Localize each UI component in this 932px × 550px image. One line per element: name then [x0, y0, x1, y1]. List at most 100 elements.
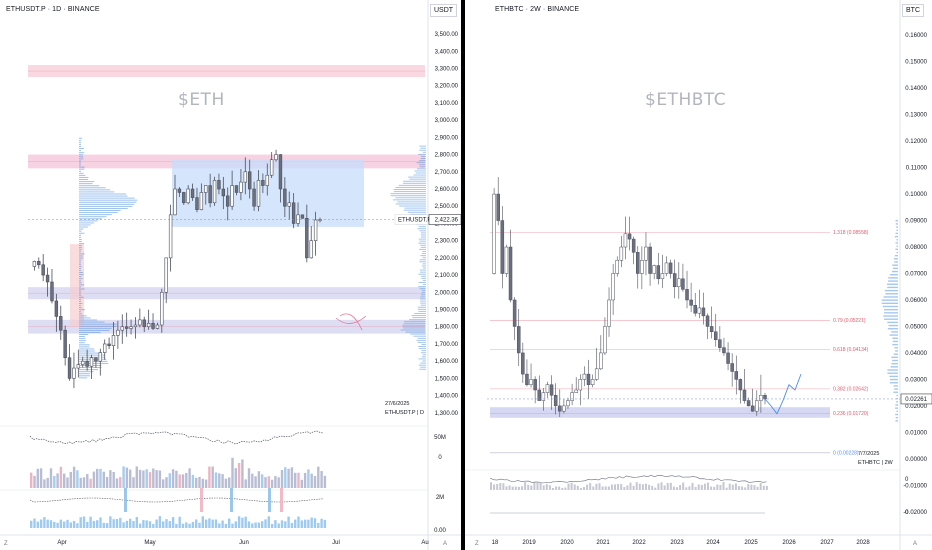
indicator-bar — [211, 519, 214, 528]
auto-scale-button[interactable]: A — [443, 541, 448, 547]
volume-bar — [181, 474, 185, 488]
volume-profile-bar — [79, 174, 86, 176]
volume-bar — [241, 459, 244, 488]
candle-body — [164, 257, 168, 293]
candle-body — [738, 379, 743, 391]
volume-profile-bar — [420, 366, 426, 368]
candle-body — [508, 246, 513, 301]
indicator-bar — [145, 520, 148, 528]
price-tick-label: 2,200.00 — [435, 256, 459, 262]
candle-body — [718, 339, 722, 348]
indicator-bar — [109, 516, 112, 528]
volume-bar — [155, 470, 158, 488]
pane-scale-label: 50M — [434, 435, 446, 441]
timezone-button[interactable]: Z — [475, 541, 479, 547]
volume-profile-bar — [419, 300, 426, 302]
volume-bar — [645, 483, 647, 490]
demand-zone — [490, 407, 830, 418]
indicator-bar — [185, 522, 188, 528]
volume-bar — [654, 487, 657, 490]
timezone-button[interactable]: Z — [4, 541, 8, 547]
volume-profile-bar — [407, 211, 426, 213]
volume-bar — [66, 477, 69, 488]
volume-profile-bar — [79, 261, 81, 263]
volume-profile-bar — [891, 362, 898, 365]
volume-bar — [660, 482, 663, 490]
candle-body — [500, 220, 505, 274]
volume-bar — [59, 466, 63, 488]
volume-bar — [218, 473, 221, 488]
volume-profile-bar — [79, 199, 138, 201]
volume-profile-bar — [390, 195, 426, 197]
volume-profile-bar — [419, 271, 426, 273]
fib-level-label: 0.618 (0.04134) — [833, 347, 869, 353]
volume-profile-bar — [79, 160, 81, 162]
indicator-bar — [247, 521, 251, 528]
volume-profile-bar — [883, 315, 898, 317]
volume-bar — [669, 482, 672, 490]
candle-body — [221, 188, 226, 197]
volume-bar — [620, 484, 623, 490]
candle-body — [102, 343, 107, 353]
volume-profile-bar — [79, 191, 115, 193]
eth-btc-chart-panel[interactable]: 1.318 (0.08558) 0.79 (0.05221) 0.618 (0.04… — [465, 0, 932, 550]
price-tick-label: 2,300.00 — [435, 239, 459, 245]
signal-spike — [268, 488, 271, 512]
candle-body — [730, 363, 734, 372]
volume-bar — [552, 487, 554, 490]
volume-bar — [63, 473, 66, 488]
pane-scale-label: 0 — [905, 477, 909, 483]
eth-usdt-chart-svg[interactable]: 1,300.00 1,400.00 1,500.00 1,600.00 1,700.00… — [0, 0, 461, 550]
volume-profile-bar — [79, 203, 135, 205]
volume-bar — [648, 484, 651, 490]
volume-bar — [115, 478, 119, 488]
volume-profile-bar — [409, 319, 426, 321]
candle-body — [204, 185, 208, 193]
candle-body — [570, 392, 574, 401]
candle-body — [615, 260, 619, 274]
volume-profile-bar — [79, 218, 102, 220]
volume-bar — [502, 483, 505, 490]
candle-body — [701, 307, 706, 317]
price-tick-label: 1,600.00 — [435, 359, 459, 365]
candle-body — [313, 219, 318, 241]
volume-bar — [545, 484, 548, 490]
volume-profile-bar — [893, 391, 898, 393]
volume-profile-bar — [420, 147, 426, 149]
panel-divider[interactable] — [461, 0, 465, 550]
volume-profile-bar — [79, 170, 81, 172]
volume-profile-bar — [400, 329, 426, 331]
indicator-bar — [46, 519, 49, 528]
currency-label[interactable]: USDT — [430, 4, 458, 17]
volume-profile-bar — [79, 185, 100, 187]
drawing-cross — [339, 313, 363, 331]
volume-profile-bar — [420, 158, 426, 160]
candle-body — [709, 326, 714, 332]
currency-label[interactable]: BTC — [902, 4, 924, 17]
volume-profile-bar — [79, 241, 82, 243]
eth-usdt-chart-panel[interactable]: 1,300.00 1,400.00 1,500.00 1,600.00 1,700.00… — [0, 0, 461, 550]
volume-bar — [277, 477, 280, 488]
volume-bar — [533, 482, 536, 490]
volume-profile-bar — [421, 265, 426, 267]
indicator-bar — [214, 519, 218, 528]
volume-bar — [56, 473, 59, 488]
indicator-bar — [297, 516, 300, 528]
price-tag-label: ETHUSDT.P — [398, 218, 431, 224]
time-tick-label: 2020 — [560, 540, 574, 546]
volume-profile-bar — [417, 306, 426, 308]
volume-profile-bar — [419, 368, 426, 370]
volume-bar — [244, 479, 247, 488]
indicator-bar — [261, 521, 264, 528]
candle-body — [63, 329, 67, 359]
volume-profile-bar — [884, 318, 898, 320]
candle-body — [578, 379, 583, 391]
candle-body — [516, 326, 521, 354]
volume-bar — [703, 483, 706, 490]
eth-btc-chart-svg[interactable]: 1.318 (0.08558) 0.79 (0.05221) 0.618 (0.04… — [465, 0, 932, 550]
volume-bar — [747, 484, 750, 490]
candle-body — [81, 360, 85, 365]
volume-profile-bar — [408, 176, 426, 178]
volume-profile-bar — [889, 334, 898, 336]
auto-scale-button[interactable]: A — [913, 541, 918, 547]
